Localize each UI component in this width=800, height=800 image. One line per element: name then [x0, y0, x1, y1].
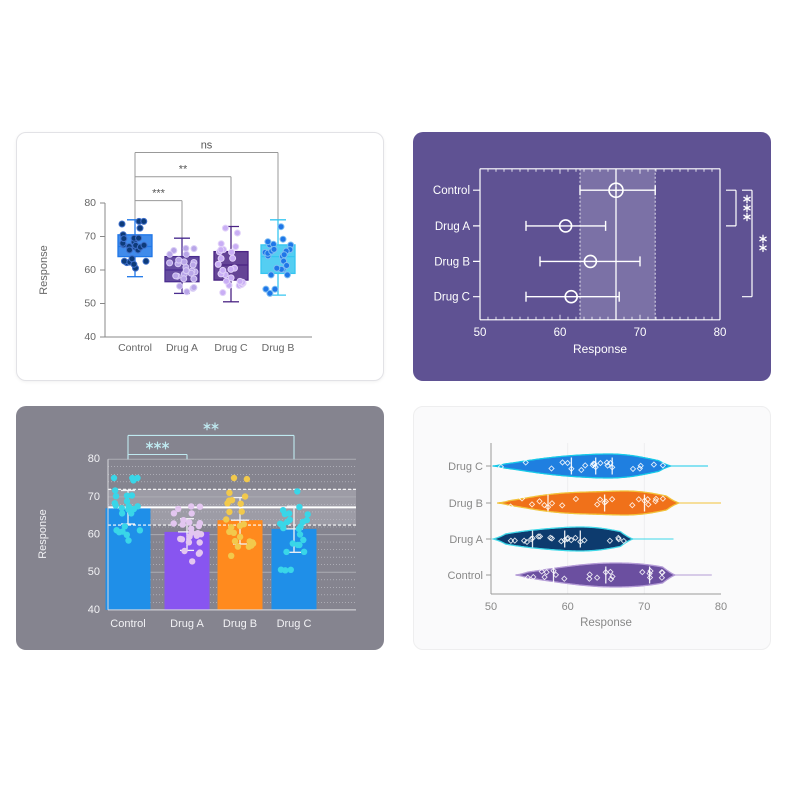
svg-text:60: 60	[84, 264, 96, 276]
svg-text:70: 70	[88, 491, 100, 503]
svg-text:Drug B: Drug B	[223, 618, 257, 630]
svg-text:40: 40	[84, 331, 96, 343]
svg-text:Control: Control	[433, 185, 470, 197]
svg-text:Drug C: Drug C	[434, 292, 470, 304]
svg-text:Control: Control	[448, 570, 483, 582]
svg-text:Drug C: Drug C	[277, 618, 312, 630]
svg-text:**: **	[179, 164, 188, 176]
svg-text:80: 80	[715, 601, 727, 613]
svg-text:Response: Response	[580, 617, 632, 629]
svg-text:70: 70	[634, 327, 647, 339]
svg-text:80: 80	[88, 453, 100, 465]
svg-text:70: 70	[638, 601, 650, 613]
svg-text:Drug A: Drug A	[435, 221, 470, 233]
svg-text:Control: Control	[118, 342, 152, 354]
svg-text:Drug A: Drug A	[170, 618, 204, 630]
svg-text:70: 70	[84, 231, 96, 243]
svg-text:Drug A: Drug A	[449, 534, 483, 546]
svg-text:Response: Response	[573, 342, 627, 356]
svg-text:ns: ns	[201, 140, 213, 152]
svg-text:Drug B: Drug B	[434, 256, 470, 268]
svg-text:60: 60	[88, 529, 100, 541]
svg-text:50: 50	[474, 327, 487, 339]
svg-text:***: ***	[152, 188, 166, 200]
svg-text:50: 50	[485, 601, 497, 613]
svg-text:50: 50	[84, 298, 96, 310]
svg-text:Drug C: Drug C	[448, 461, 483, 473]
svg-text:Drug B: Drug B	[262, 342, 295, 354]
svg-text:80: 80	[84, 197, 96, 209]
svg-text:60: 60	[554, 327, 567, 339]
svg-text:Drug C: Drug C	[214, 342, 248, 354]
svg-text:50: 50	[88, 566, 100, 578]
svg-text:Control: Control	[110, 618, 145, 630]
svg-text:60: 60	[562, 601, 574, 613]
svg-text:Drug A: Drug A	[166, 342, 198, 354]
svg-text:80: 80	[714, 327, 727, 339]
svg-text:Drug B: Drug B	[449, 498, 483, 510]
svg-text:40: 40	[88, 604, 100, 616]
